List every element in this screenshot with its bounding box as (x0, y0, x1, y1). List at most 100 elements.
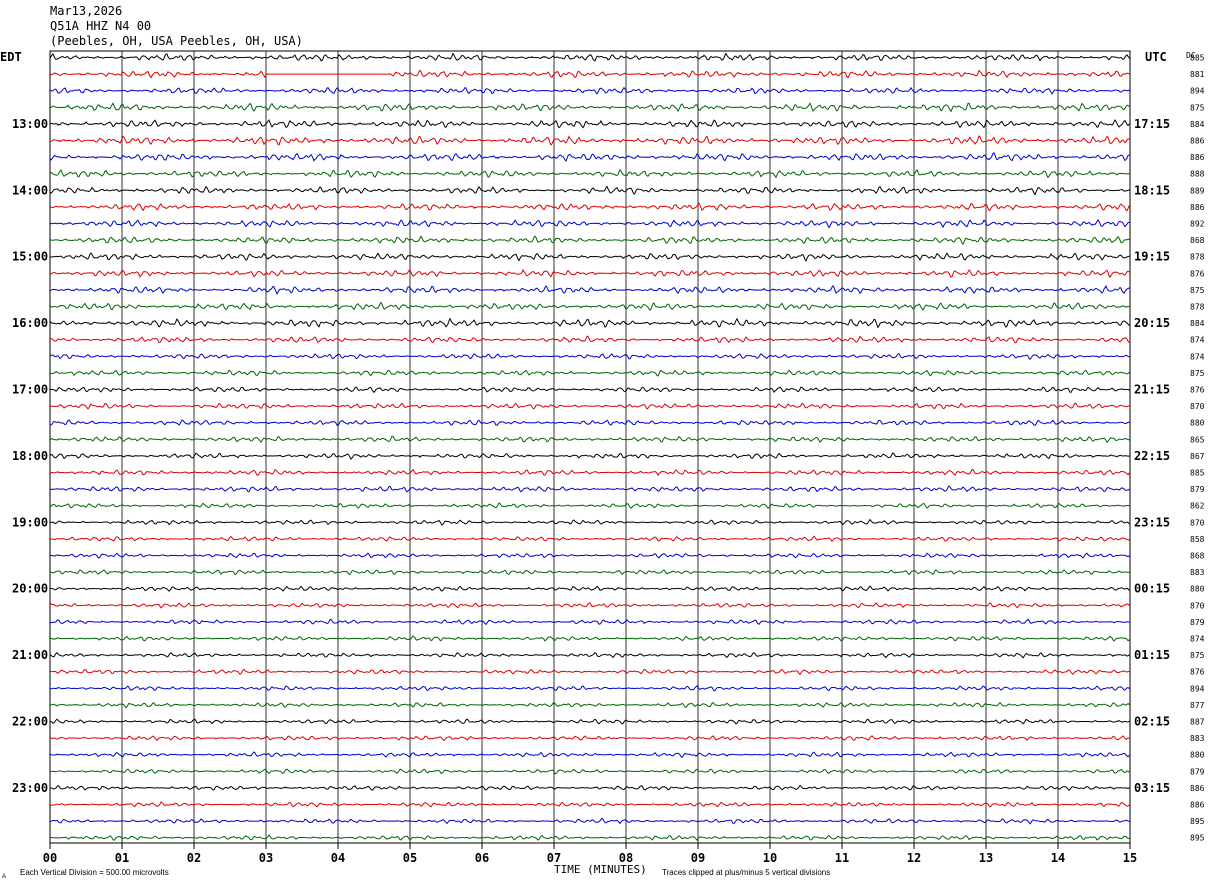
trace-row (49, 735, 1131, 742)
dc-value: 894 (1190, 684, 1205, 693)
utc-hour-label: 01:15 (1134, 648, 1170, 662)
x-tick-label: 04 (331, 851, 345, 865)
trace-row (49, 235, 1131, 246)
trace-row (49, 301, 1131, 311)
x-axis-title: TIME (MINUTES) (554, 863, 647, 876)
dc-value: 886 (1190, 203, 1205, 212)
trace-row (49, 635, 1131, 642)
edt-hour-label: 14:00 (12, 183, 48, 197)
left-axis-label: EDT (0, 50, 22, 64)
x-tick-label: 07 (547, 851, 561, 865)
dc-value: 895 (1190, 817, 1205, 826)
trace-row (49, 784, 1131, 792)
trace-row (49, 369, 1131, 377)
dc-value: 874 (1190, 336, 1205, 345)
corner-mark: A (2, 874, 6, 880)
dc-value: 876 (1190, 668, 1205, 677)
trace-row (49, 386, 1131, 394)
clip-note: Traces clipped at plus/minus 5 vertical … (662, 868, 830, 877)
trace-row (49, 651, 1131, 659)
minute-grid (49, 50, 1131, 849)
x-tick-label: 08 (619, 851, 633, 865)
trace-row (49, 468, 1131, 477)
utc-hour-label: 20:15 (1134, 316, 1170, 330)
trace-row (49, 602, 1131, 609)
header-location: (Peebles, OH, USA Peebles, OH, USA) (50, 34, 303, 48)
trace-row (49, 152, 1131, 162)
dc-value: 881 (1190, 70, 1205, 79)
dc-value: 879 (1190, 485, 1205, 494)
dc-value: 877 (1190, 701, 1205, 710)
trace-row (49, 317, 1131, 329)
dc-value: 868 (1190, 236, 1205, 245)
x-tick-label: 15 (1123, 851, 1137, 865)
dc-value: 895 (1190, 834, 1205, 843)
trace-row (49, 86, 1131, 95)
dc-value: 876 (1190, 386, 1205, 395)
dc-value: 885 (1190, 469, 1205, 478)
dc-value: 865 (1190, 435, 1205, 444)
x-tick-label: 06 (475, 851, 489, 865)
dc-value: 858 (1190, 535, 1205, 544)
x-tick-label: 02 (187, 851, 201, 865)
dc-value: 885 (1190, 54, 1205, 63)
trace-row (49, 485, 1131, 493)
dc-value: 880 (1190, 585, 1205, 594)
edt-hour-label: 20:00 (12, 582, 48, 596)
edt-hour-label: 19:00 (12, 515, 48, 529)
trace-row (49, 518, 1131, 526)
dc-value: 875 (1190, 651, 1205, 660)
x-tick-label: 00 (43, 851, 57, 865)
edt-hour-label: 16:00 (12, 316, 48, 330)
dc-value: 875 (1190, 286, 1205, 295)
dc-value: 892 (1190, 220, 1205, 229)
x-tick-label: 14 (1051, 851, 1065, 865)
x-tick-label: 12 (907, 851, 921, 865)
edt-hour-label: 15:00 (12, 250, 48, 264)
trace-row (49, 202, 1131, 212)
trace-row (49, 618, 1131, 626)
dc-value: 876 (1190, 269, 1205, 278)
dc-value: 884 (1190, 319, 1205, 328)
right-axis-label: UTC (1145, 50, 1167, 64)
dc-value: 887 (1190, 718, 1205, 727)
dc-value: 874 (1190, 352, 1205, 361)
trace-row (49, 585, 1131, 592)
trace-row (49, 701, 1131, 709)
utc-hour-label: 03:15 (1134, 781, 1170, 795)
trace-row (49, 168, 1131, 179)
dc-value: 878 (1190, 253, 1205, 262)
utc-hour-label: 18:15 (1134, 183, 1170, 197)
utc-hour-label: 17:15 (1134, 117, 1170, 131)
edt-hour-label: 23:00 (12, 781, 48, 795)
edt-hour-label: 22:00 (12, 715, 48, 729)
axis-labels: EDT UTC DC TIME (MINUTES) Each Vertical … (0, 50, 1205, 880)
dc-value: 870 (1190, 518, 1205, 527)
trace-row (49, 102, 1131, 113)
utc-hour-label: 21:15 (1134, 383, 1170, 397)
trace-row (49, 252, 1131, 262)
dc-value: 894 (1190, 87, 1205, 96)
trace-row (49, 552, 1131, 559)
trace-row (49, 834, 1131, 841)
dc-value: 870 (1190, 402, 1205, 411)
trace-row (49, 435, 1131, 444)
scale-note: Each Vertical Division = 500.00 microvol… (20, 868, 169, 877)
trace-row (49, 751, 1131, 758)
dc-value: 875 (1190, 103, 1205, 112)
dc-value: 879 (1190, 618, 1205, 627)
trace-row (49, 52, 1131, 62)
dc-value: 878 (1190, 303, 1205, 312)
dc-value: 870 (1190, 601, 1205, 610)
trace-row (49, 353, 1131, 360)
trace-row (49, 668, 1131, 676)
dc-value: 884 (1190, 120, 1205, 129)
edt-hour-label: 13:00 (12, 117, 48, 131)
utc-hour-label: 02:15 (1134, 715, 1170, 729)
dc-value: 888 (1190, 170, 1205, 179)
dc-value: 862 (1190, 502, 1205, 511)
x-tick-label: 01 (115, 851, 129, 865)
utc-hour-label: 22:15 (1134, 449, 1170, 463)
trace-row (49, 452, 1131, 460)
